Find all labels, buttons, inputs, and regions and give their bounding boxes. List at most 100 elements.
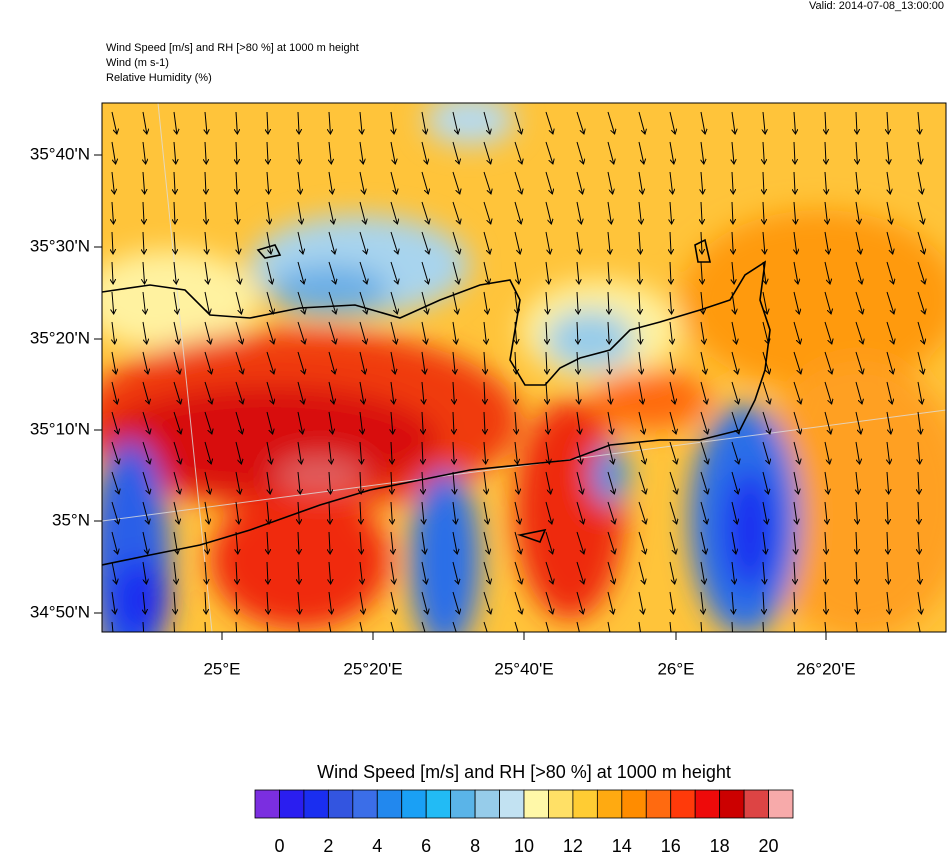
wind-arrow bbox=[514, 591, 522, 614]
wind-arrow bbox=[700, 561, 705, 584]
wind-arrow bbox=[639, 201, 641, 224]
wind-arrow bbox=[701, 291, 703, 314]
wind-arrow bbox=[855, 411, 861, 434]
colorbar-box bbox=[474, 789, 500, 819]
colorbar-box bbox=[719, 789, 745, 819]
wind-arrow bbox=[793, 411, 801, 434]
wind-arrow bbox=[421, 231, 429, 254]
wind-arrow bbox=[360, 501, 361, 524]
wind-arrow bbox=[235, 321, 242, 344]
wind-arrow bbox=[545, 591, 553, 614]
wind-arrow bbox=[328, 291, 336, 314]
wind-arrow bbox=[545, 141, 553, 164]
wind-arrow bbox=[887, 501, 888, 524]
wind-arrow bbox=[917, 261, 925, 284]
wind-arrow bbox=[390, 291, 397, 314]
wind-arrow bbox=[701, 171, 703, 194]
wind-arrow bbox=[452, 531, 457, 554]
wind-arrow bbox=[731, 471, 738, 494]
wind-arrow bbox=[732, 591, 734, 614]
wind-arrow bbox=[546, 261, 549, 284]
wind-arrow bbox=[142, 411, 150, 434]
wind-arrow bbox=[421, 201, 429, 224]
wind-arrow bbox=[328, 201, 334, 224]
wind-arrow bbox=[422, 471, 423, 494]
wind-arrow bbox=[390, 621, 395, 632]
wind-arrow bbox=[514, 561, 522, 584]
wind-arrow bbox=[329, 441, 331, 464]
wind-arrow bbox=[483, 501, 488, 524]
wind-arrow bbox=[266, 381, 274, 404]
wind-arrow bbox=[576, 591, 583, 614]
wind-arrow bbox=[825, 111, 826, 134]
wind-arrow bbox=[390, 321, 396, 344]
wind-arrow bbox=[514, 201, 521, 224]
wind-arrow bbox=[762, 411, 770, 434]
wind-arrow bbox=[886, 231, 893, 254]
wind-arrow bbox=[546, 291, 548, 314]
wind-arrow bbox=[267, 171, 269, 194]
wind-arrow bbox=[763, 201, 764, 224]
wind-arrow bbox=[421, 591, 428, 614]
wind-arrow bbox=[205, 231, 207, 254]
wind-arrow bbox=[173, 351, 180, 374]
wind-arrow bbox=[329, 591, 332, 614]
wind-arrow bbox=[576, 441, 581, 464]
wind-arrow bbox=[577, 261, 579, 284]
wind-arrow bbox=[669, 411, 676, 434]
wind-arrow bbox=[298, 531, 299, 554]
wind-arrow bbox=[545, 621, 550, 632]
wind-arrow bbox=[112, 261, 113, 284]
wind-arrow bbox=[391, 531, 393, 554]
wind-arrow bbox=[205, 561, 207, 584]
wind-arrow bbox=[669, 111, 675, 134]
wind-arrow bbox=[700, 111, 705, 134]
wind-arrow bbox=[918, 141, 921, 164]
wind-arrow bbox=[205, 201, 206, 224]
wind-arrow bbox=[670, 321, 673, 344]
wind-arrow bbox=[143, 141, 146, 164]
wind-arrows bbox=[111, 111, 925, 632]
wind-arrow bbox=[452, 321, 456, 344]
wind-arrow bbox=[546, 381, 547, 404]
wind-arrow bbox=[266, 411, 273, 434]
wind-arrow bbox=[266, 231, 271, 254]
wind-arrow bbox=[452, 621, 457, 632]
wind-arrow bbox=[825, 201, 828, 224]
colorbar-label: 6 bbox=[421, 836, 431, 854]
wind-arrow bbox=[607, 171, 613, 194]
wind-arrow bbox=[205, 531, 208, 554]
wind-arrow bbox=[204, 501, 209, 524]
wind-arrow bbox=[855, 291, 863, 314]
wind-arrow bbox=[390, 231, 398, 254]
wind-arrow bbox=[174, 231, 175, 254]
wind-arrow bbox=[856, 141, 857, 164]
wind-arrow bbox=[143, 201, 144, 224]
wind-arrow bbox=[267, 201, 270, 224]
wind-arrow bbox=[794, 561, 795, 584]
wind-arrow bbox=[793, 471, 798, 494]
wind-arrow bbox=[235, 291, 241, 314]
wind-arrow bbox=[421, 621, 426, 632]
wind-arrow bbox=[329, 471, 331, 494]
wind-arrow bbox=[421, 261, 429, 284]
wind-arrow bbox=[329, 111, 330, 134]
colorbar-box bbox=[352, 789, 378, 819]
colorbar-box bbox=[523, 789, 549, 819]
wind-arrow bbox=[360, 111, 362, 134]
wind-arrow bbox=[608, 381, 611, 404]
wind-arrow bbox=[576, 621, 580, 632]
colorbar-box bbox=[303, 789, 329, 819]
wind-arrow bbox=[142, 621, 145, 632]
wind-arrow bbox=[453, 441, 454, 464]
wind-arrow bbox=[670, 171, 673, 194]
wind-arrow bbox=[173, 471, 180, 494]
wind-arrow bbox=[111, 531, 118, 554]
wind-arrow bbox=[483, 291, 488, 314]
wind-arrow bbox=[669, 621, 672, 632]
wind-arrow bbox=[732, 201, 733, 224]
wind-arrow bbox=[546, 411, 548, 434]
wind-arrow bbox=[607, 441, 613, 464]
wind-arrow bbox=[793, 321, 800, 344]
wind-arrow bbox=[483, 111, 490, 134]
